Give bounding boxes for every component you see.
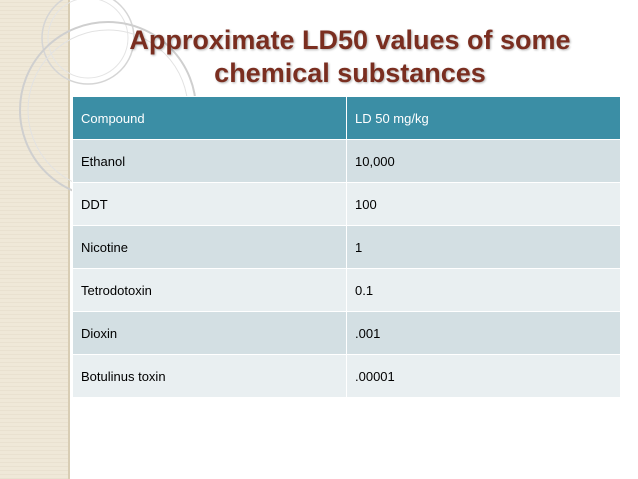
header-ld50: LD 50 mg/kg [346,96,621,140]
ld50-table-container: Compound LD 50 mg/kg Ethanol 10,000 DDT … [72,96,621,398]
slide-title-line-2: chemical substances [214,58,486,88]
cell-compound: Nicotine [72,225,347,269]
slide-title-line-1: Approximate LD50 values of some [129,25,571,55]
cell-ld50: 1 [346,225,621,269]
cell-compound: Ethanol [72,139,347,183]
decorative-ring-top [41,0,135,85]
header-compound: Compound [72,96,347,140]
table-row: Tetrodotoxin 0.1 [72,268,621,312]
table-header-row: Compound LD 50 mg/kg [72,96,621,140]
cell-ld50: 10,000 [346,139,621,183]
decorative-ring-top-inner [47,0,129,79]
table-row: Ethanol 10,000 [72,139,621,183]
table-row: DDT 100 [72,182,621,226]
slide-title: Approximate LD50 values of some chemical… [80,24,620,90]
cell-ld50: 100 [346,182,621,226]
cell-compound: Botulinus toxin [72,354,347,398]
cell-compound: DDT [72,182,347,226]
cell-ld50: .001 [346,311,621,355]
ld50-table: Compound LD 50 mg/kg Ethanol 10,000 DDT … [72,96,621,398]
table-row: Dioxin .001 [72,311,621,355]
table-row: Nicotine 1 [72,225,621,269]
cell-ld50: 0.1 [346,268,621,312]
cell-compound: Tetrodotoxin [72,268,347,312]
table-row: Botulinus toxin .00001 [72,354,621,398]
cell-compound: Dioxin [72,311,347,355]
cell-ld50: .00001 [346,354,621,398]
